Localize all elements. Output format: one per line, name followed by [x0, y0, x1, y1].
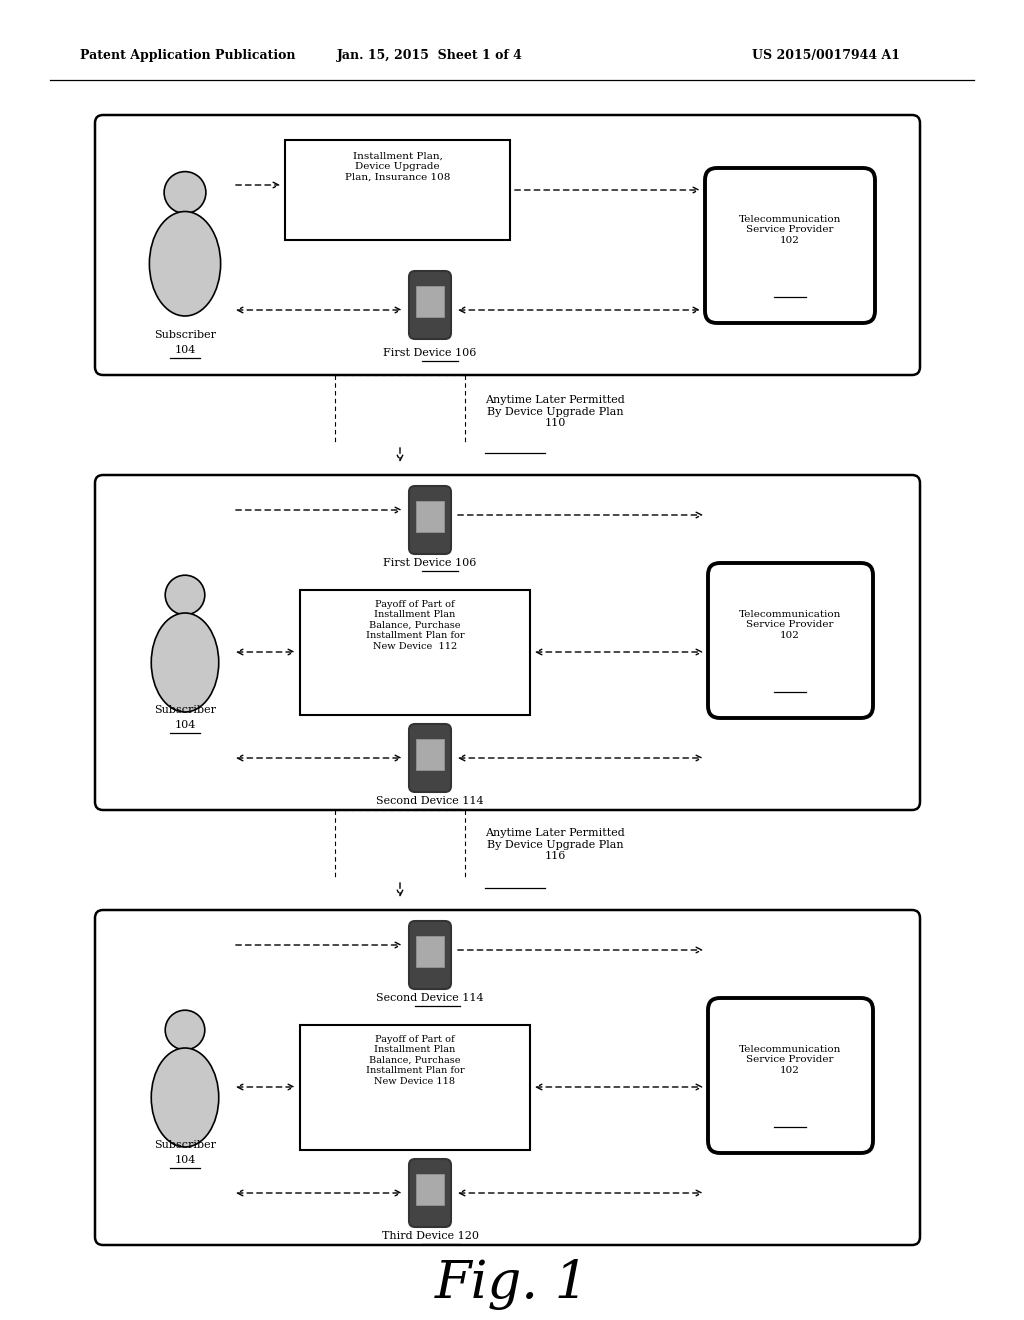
FancyBboxPatch shape: [95, 115, 920, 375]
Text: Subscriber: Subscriber: [154, 1140, 216, 1150]
Text: Second Device 114: Second Device 114: [376, 993, 483, 1003]
Text: US 2015/0017944 A1: US 2015/0017944 A1: [752, 49, 900, 62]
Text: Anytime Later Permitted
By Device Upgrade Plan
110: Anytime Later Permitted By Device Upgrad…: [485, 395, 625, 428]
Text: 104: 104: [174, 719, 196, 730]
Text: Third Device 120: Third Device 120: [382, 1232, 478, 1241]
Text: Telecommunication
Service Provider
102: Telecommunication Service Provider 102: [738, 610, 841, 640]
FancyBboxPatch shape: [409, 723, 451, 792]
Circle shape: [165, 576, 205, 615]
Text: First Device 106: First Device 106: [383, 558, 477, 568]
Ellipse shape: [152, 612, 219, 711]
Text: Second Device 114: Second Device 114: [376, 796, 483, 807]
Text: Installment Plan,
Device Upgrade
Plan, Insurance 108: Installment Plan, Device Upgrade Plan, I…: [345, 152, 451, 182]
Bar: [417, 286, 443, 317]
Text: Jan. 15, 2015  Sheet 1 of 4: Jan. 15, 2015 Sheet 1 of 4: [337, 49, 523, 62]
Text: Subscriber: Subscriber: [154, 330, 216, 341]
Text: Subscriber: Subscriber: [154, 705, 216, 715]
FancyBboxPatch shape: [95, 475, 920, 810]
Text: 104: 104: [174, 345, 196, 355]
Text: Payoff of Part of
Installment Plan
Balance, Purchase
Installment Plan for
New De: Payoff of Part of Installment Plan Balan…: [366, 1035, 464, 1085]
Text: Telecommunication
Service Provider
102: Telecommunication Service Provider 102: [738, 1045, 841, 1074]
Bar: [417, 502, 443, 532]
Circle shape: [164, 172, 206, 214]
FancyBboxPatch shape: [409, 486, 451, 554]
Bar: [417, 936, 443, 968]
Text: 104: 104: [174, 1155, 196, 1166]
FancyBboxPatch shape: [409, 271, 451, 339]
FancyBboxPatch shape: [409, 921, 451, 989]
Bar: [285, 140, 510, 240]
Text: First Device 106: First Device 106: [383, 348, 477, 358]
Bar: [300, 590, 530, 715]
Circle shape: [165, 1010, 205, 1049]
FancyBboxPatch shape: [95, 909, 920, 1245]
FancyBboxPatch shape: [705, 168, 874, 323]
FancyBboxPatch shape: [409, 1159, 451, 1228]
Bar: [417, 1175, 443, 1205]
Ellipse shape: [152, 1048, 219, 1147]
Text: Anytime Later Permitted
By Device Upgrade Plan
116: Anytime Later Permitted By Device Upgrad…: [485, 828, 625, 861]
Text: Patent Application Publication: Patent Application Publication: [80, 49, 296, 62]
Text: Fig. 1: Fig. 1: [435, 1259, 589, 1311]
Bar: [300, 1026, 530, 1150]
Ellipse shape: [150, 211, 220, 315]
Bar: [417, 739, 443, 770]
FancyBboxPatch shape: [708, 564, 873, 718]
Text: Payoff of Part of
Installment Plan
Balance, Purchase
Installment Plan for
New De: Payoff of Part of Installment Plan Balan…: [366, 601, 464, 651]
Text: Telecommunication
Service Provider
102: Telecommunication Service Provider 102: [738, 215, 841, 244]
FancyBboxPatch shape: [708, 998, 873, 1152]
